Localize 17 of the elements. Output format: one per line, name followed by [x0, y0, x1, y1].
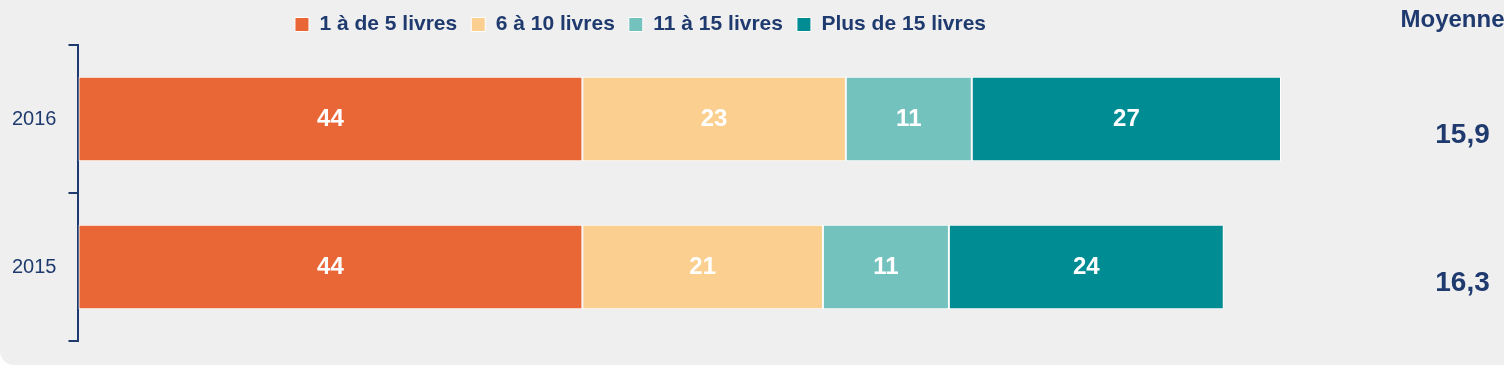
legend-label: 11 à 15 livres [653, 11, 783, 35]
legend-label: 1 à de 5 livres [319, 11, 458, 35]
data-label: 44 [317, 103, 345, 131]
text: 15,9 [1435, 117, 1490, 149]
data-label: 11 [873, 251, 899, 279]
data-label: 24 [1072, 251, 1101, 279]
y-tick-label: 2015 [11, 254, 57, 277]
data-label: 21 [689, 251, 716, 279]
text: Moyenne [1400, 4, 1504, 32]
y-tick-label: 2016 [11, 106, 57, 129]
data-label: 23 [700, 103, 728, 131]
legend-label: Plus de 15 livres [821, 11, 987, 35]
data-label: 11 [896, 103, 922, 131]
legend-label: 6 à 10 livres [495, 11, 615, 35]
data-label: 44 [317, 251, 345, 279]
text: 16,3 [1435, 265, 1490, 297]
data-label: 27 [1113, 103, 1140, 131]
